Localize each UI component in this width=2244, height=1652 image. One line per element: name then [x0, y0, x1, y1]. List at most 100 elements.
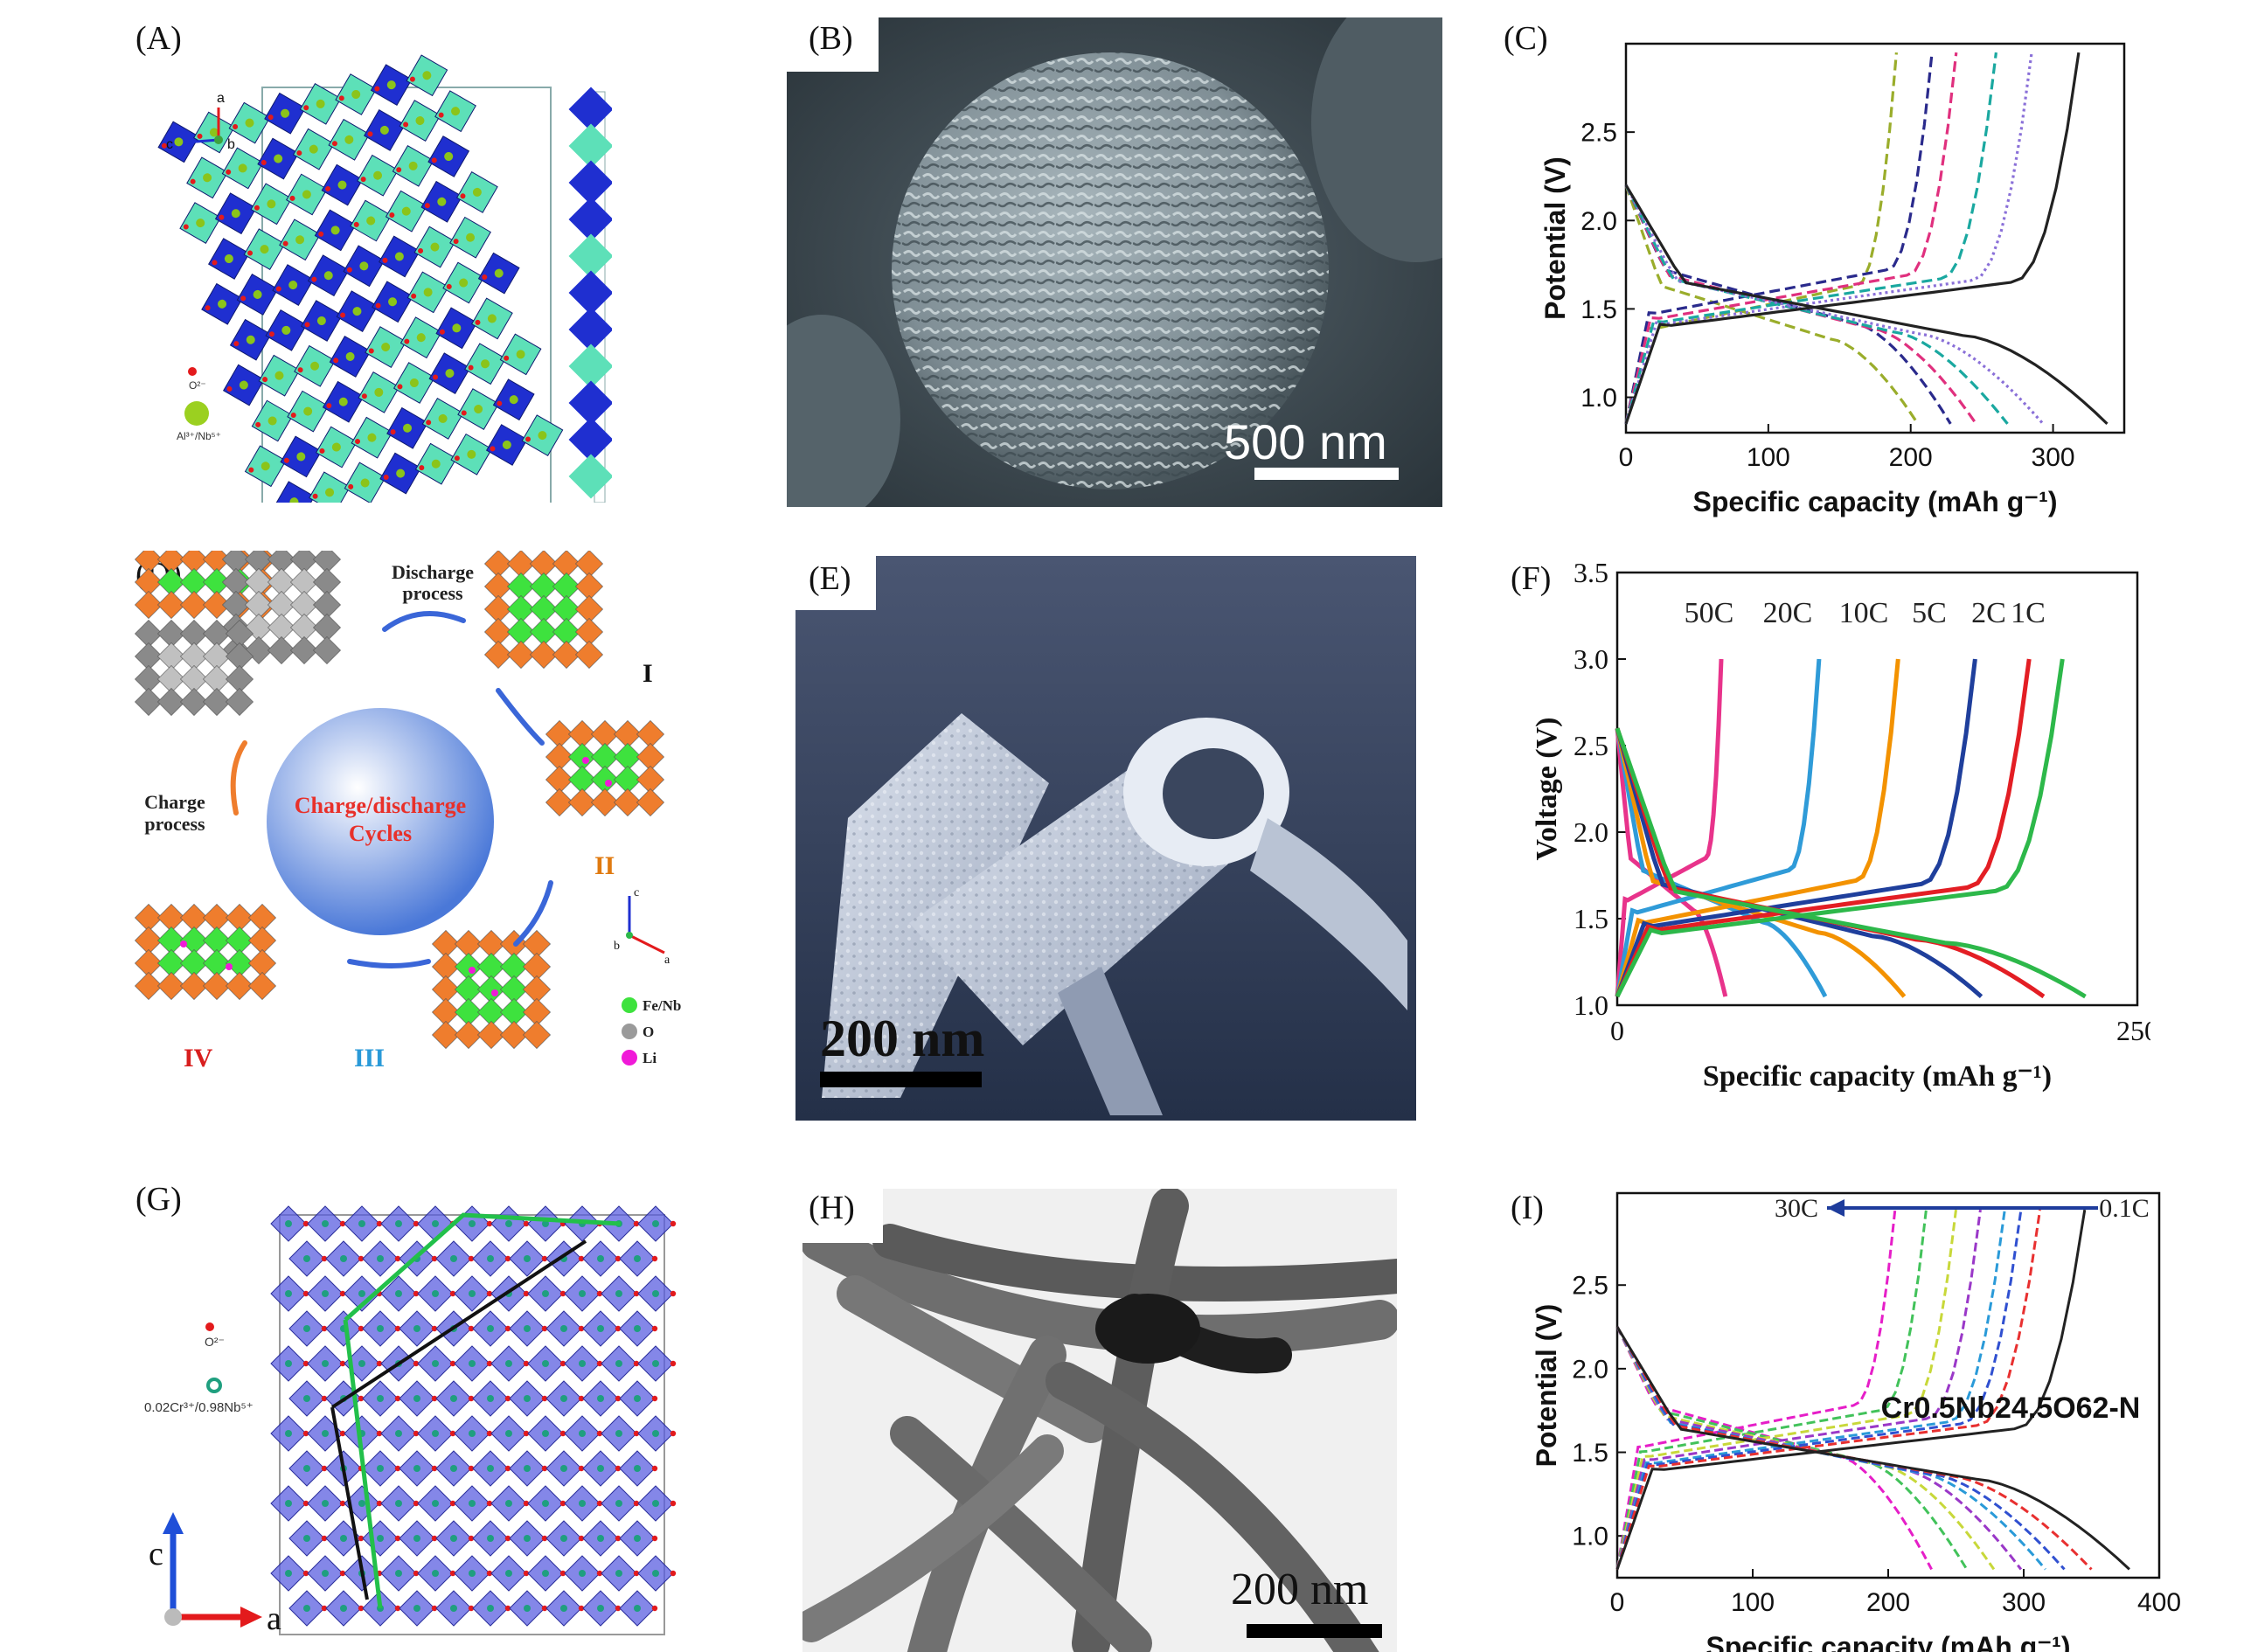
x-tick-label: 100 [1731, 1588, 1775, 1617]
oxygen-atom [413, 1500, 420, 1507]
chart-f: 0 250 1.0 1.5 2.0 2.5 3.0 3.5 Specific capacity … [1531, 557, 2150, 1093]
octahedron [636, 720, 664, 748]
cation-atom [422, 71, 432, 80]
sem-sphere-image: 500 nm [787, 17, 1442, 507]
li-dot [226, 963, 233, 970]
side-octahedron [568, 454, 612, 499]
oxygen-atom [396, 167, 402, 173]
side-octahedron [568, 344, 612, 389]
axis-a-arrow [629, 934, 665, 954]
oxygen-atom [651, 1465, 658, 1472]
charge-curve-5C [1624, 52, 1934, 425]
oxygen-atom [523, 1570, 530, 1577]
legend-oxygen-dot [205, 1322, 214, 1331]
discharge-curve-1C [1615, 727, 2087, 999]
oxygen-atom [261, 159, 267, 165]
cation-atom [413, 1605, 420, 1612]
octahedron [500, 953, 528, 981]
x-tick-label: 200 [1889, 443, 1933, 472]
oxygen-atom [331, 141, 337, 147]
octahedron [575, 595, 603, 623]
octahedron [575, 551, 603, 578]
cation-atom [413, 1395, 420, 1402]
cation-atom [340, 1535, 347, 1542]
oxygen-atom [615, 1395, 622, 1402]
cation-atom [260, 245, 269, 254]
octahedron [507, 618, 535, 646]
octahedron [226, 972, 254, 1000]
cation-atom [322, 1290, 329, 1297]
structure-stage-II [545, 720, 664, 816]
oxygen-atom [431, 1535, 438, 1542]
oxygen-atom [297, 367, 303, 373]
octahedron [455, 998, 483, 1026]
oxygen-atom [596, 1360, 603, 1367]
octahedron [157, 620, 185, 648]
cation-atom [310, 361, 320, 371]
stage-label-IV: IV [184, 1044, 213, 1072]
octahedron [203, 949, 231, 977]
li-dot [491, 989, 498, 996]
side-octahedron [568, 160, 612, 205]
octahedron [180, 688, 208, 716]
cation-atom [377, 1325, 384, 1332]
charge-text-2: process [144, 813, 205, 835]
oxygen-atom [431, 1255, 438, 1262]
cation-atom [466, 233, 476, 242]
octahedron [267, 568, 295, 596]
oxygen-atom [394, 1465, 401, 1472]
cation-atom [322, 1360, 329, 1367]
oxygen-atom [302, 1500, 309, 1507]
rate-label-50C: 50C [1685, 597, 1734, 629]
octahedron [455, 1021, 483, 1049]
discharge-curve-10C [1624, 184, 1920, 425]
structure-initial-grey2 [135, 620, 254, 716]
cation-atom [652, 1430, 659, 1437]
cation-atom [524, 1605, 531, 1612]
oxygen-atom [321, 1535, 328, 1542]
axis-b-label: b [227, 137, 235, 152]
oxygen-atom [670, 1290, 677, 1297]
oxygen-atom [651, 1325, 658, 1332]
oxygen-atom [376, 1500, 383, 1507]
oxygen-atom [302, 1290, 309, 1297]
cation-atom [481, 359, 490, 369]
side-octahedron [568, 233, 612, 279]
oxygen-atom [439, 329, 445, 335]
cation-atom [416, 333, 426, 343]
cation-atom [285, 1570, 292, 1577]
octahedron [222, 568, 250, 596]
octahedron [614, 788, 642, 816]
cation-atom [542, 1570, 549, 1577]
oxygen-atom [183, 224, 189, 230]
panel-f-chart: 0 250 1.0 1.5 2.0 2.5 3.0 3.5 Specific capacity … [1521, 551, 2150, 1110]
rate-from-label: 30C [1775, 1194, 1818, 1223]
oxygen-atom [283, 457, 289, 463]
octahedron [135, 972, 163, 1000]
oxygen-atom [339, 1570, 346, 1577]
cation-atom [285, 1220, 292, 1227]
octahedron [568, 720, 596, 748]
rate-label-10C: 10C [1839, 597, 1889, 629]
oxygen-atom [321, 1605, 328, 1612]
cation-atom [487, 1605, 494, 1612]
octahedron [290, 568, 318, 596]
center-text-1: Charge/discharge [295, 793, 466, 818]
octahedron [568, 743, 596, 771]
octahedron [226, 642, 254, 670]
octahedron [591, 720, 619, 748]
oxygen-atom [358, 1535, 365, 1542]
cation-atom [432, 1360, 439, 1367]
octahedron [523, 1021, 551, 1049]
cation-atom [377, 1535, 384, 1542]
oxygen-atom [670, 1220, 677, 1227]
cation-atom [309, 144, 318, 154]
octahedron [226, 949, 254, 977]
structure-stage-I [484, 551, 603, 669]
legend-dot-1 [622, 1024, 637, 1039]
oxygen-atom [358, 1255, 365, 1262]
octahedron [226, 927, 254, 954]
cation-atom [469, 1500, 476, 1507]
rate-to-label: 0.1C [2099, 1194, 2150, 1223]
oxygen-atom [578, 1465, 585, 1472]
